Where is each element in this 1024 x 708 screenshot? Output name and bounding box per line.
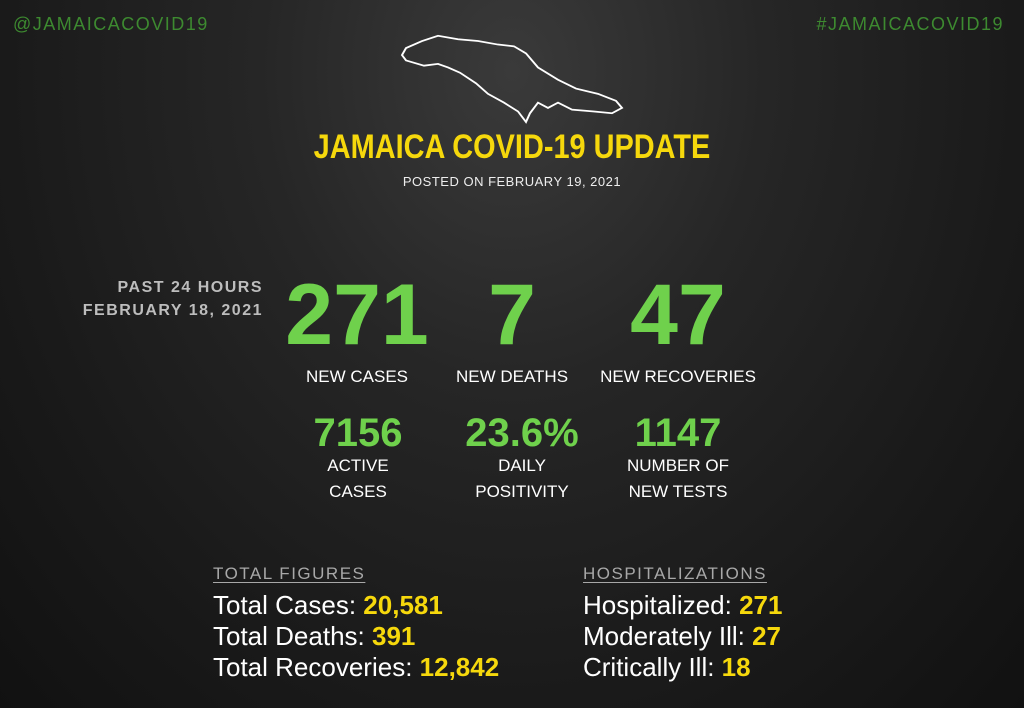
total-figures-section: TOTAL FIGURES Total Cases: 20,581 Total … bbox=[213, 564, 499, 683]
section-heading: HOSPITALIZATIONS bbox=[583, 564, 767, 583]
stat-new-deaths: 7 NEW DEATHS bbox=[422, 272, 602, 390]
period-label: PAST 24 HOURS bbox=[117, 279, 263, 296]
hashtag-right: #JAMAICACOVID19 bbox=[816, 14, 1004, 34]
stat-value: 271 bbox=[285, 267, 429, 363]
stat-value: 23.6% bbox=[465, 411, 579, 455]
stat-new-tests: 1147 NUMBER OF NEW TESTS bbox=[588, 413, 768, 505]
stat-label: ACTIVE bbox=[327, 456, 389, 475]
stat-label: NEW RECOVERIES bbox=[600, 367, 756, 386]
total-deaths-row: Total Deaths: 391 bbox=[213, 621, 416, 651]
stat-label: NEW DEATHS bbox=[455, 367, 569, 386]
critically-ill-row: Critically Ill: 18 bbox=[583, 652, 751, 682]
stat-label: NUMBER OF bbox=[627, 456, 729, 475]
stat-active-cases: 7156 ACTIVE CASES bbox=[268, 413, 448, 505]
hospitalizations-section: HOSPITALIZATIONS Hospitalized: 271 Moder… bbox=[583, 564, 782, 683]
stat-new-recoveries: 47 NEW RECOVERIES bbox=[588, 272, 768, 390]
stat-label: POSITIVITY bbox=[475, 482, 569, 501]
stat-daily-positivity: 23.6% DAILY POSITIVITY bbox=[432, 413, 612, 505]
stat-label: DAILY bbox=[498, 456, 546, 475]
stat-value: 7 bbox=[488, 267, 536, 363]
stat-label: CASES bbox=[329, 482, 387, 501]
stat-label: NEW TESTS bbox=[628, 482, 728, 501]
period-date: FEBRUARY 18, 2021 bbox=[82, 302, 263, 319]
stat-value: 7156 bbox=[313, 411, 403, 455]
section-heading: TOTAL FIGURES bbox=[213, 564, 366, 583]
posted-date: POSTED ON FEBRUARY 19, 2021 bbox=[402, 174, 622, 189]
hospitalized-row: Hospitalized: 271 bbox=[583, 590, 783, 620]
stat-value: 47 bbox=[630, 267, 726, 363]
stat-label: NEW CASES bbox=[305, 367, 409, 386]
total-recoveries-row: Total Recoveries: 12,842 bbox=[213, 652, 500, 682]
handle-left: @JAMAICACOVID19 bbox=[13, 14, 209, 34]
moderately-ill-row: Moderately Ill: 27 bbox=[583, 621, 781, 651]
total-cases-row: Total Cases: 20,581 bbox=[213, 590, 443, 620]
stat-value: 1147 bbox=[634, 411, 722, 455]
stat-new-cases: 271 NEW CASES bbox=[267, 272, 447, 390]
jamaica-map-icon bbox=[400, 34, 624, 124]
page-title: JAMAICA COVID-19 UPDATE bbox=[313, 128, 711, 166]
